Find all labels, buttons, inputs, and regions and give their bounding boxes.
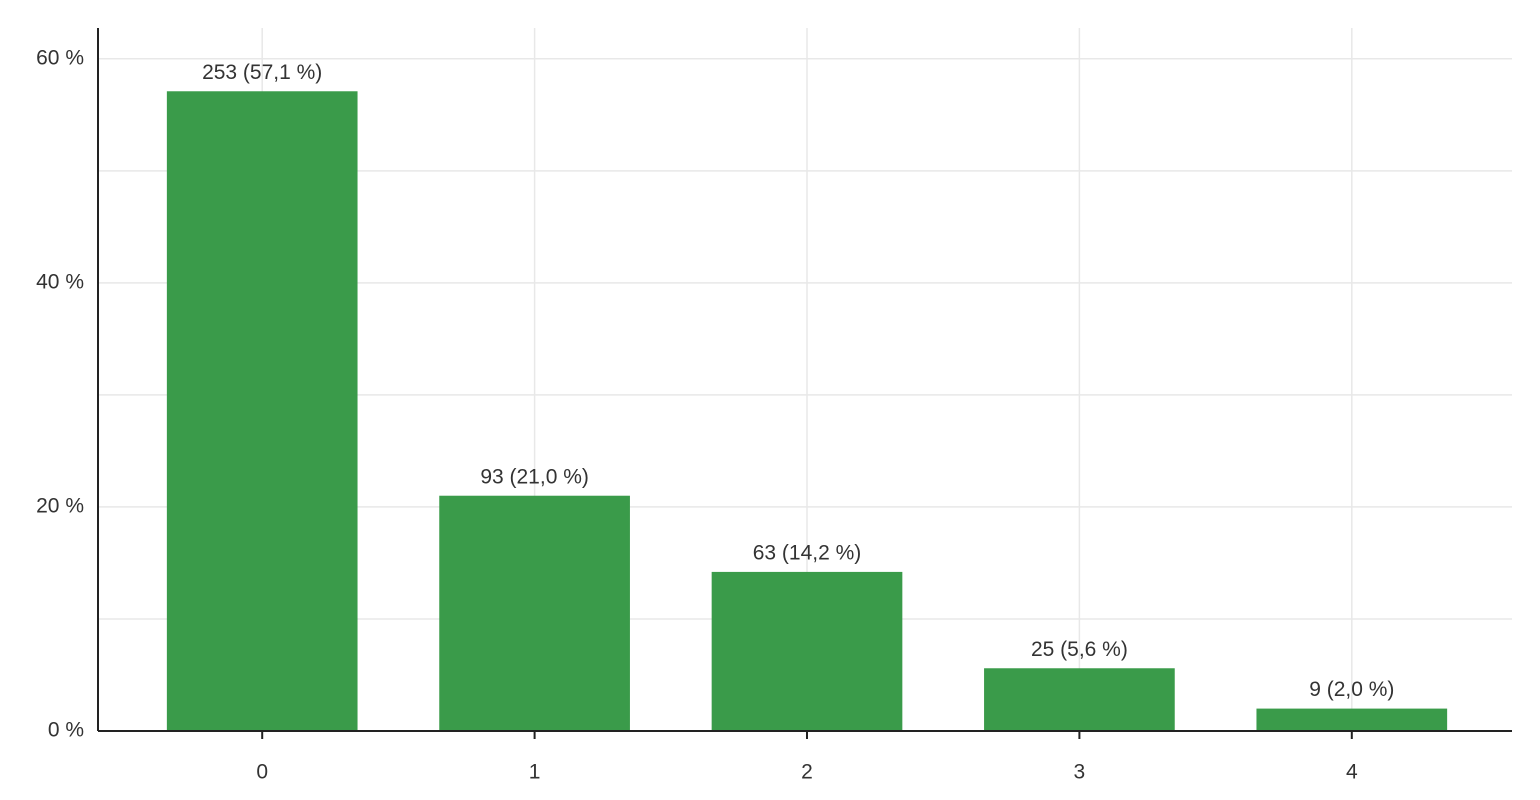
y-tick-label: 20 % — [36, 494, 84, 517]
x-tick-label: 0 — [256, 761, 268, 784]
bar — [439, 495, 630, 731]
x-tick-label: 2 — [801, 761, 813, 784]
x-tick-label: 4 — [1346, 761, 1358, 784]
y-tick-label: 60 % — [36, 46, 84, 69]
x-tick-label: 3 — [1074, 761, 1086, 784]
x-tick-label: 1 — [529, 761, 541, 784]
value-label: 25 (5,6 %) — [1031, 638, 1128, 661]
value-label: 253 (57,1 %) — [202, 61, 322, 84]
bar — [984, 668, 1175, 731]
y-tick-label: 0 % — [48, 719, 84, 742]
value-label: 9 (2,0 %) — [1309, 678, 1394, 701]
bar — [711, 571, 903, 731]
bar — [1256, 708, 1448, 731]
bar — [166, 91, 358, 732]
value-label: 63 (14,2 %) — [753, 541, 862, 564]
y-tick-label: 40 % — [36, 270, 84, 293]
value-label: 93 (21,0 %) — [480, 465, 589, 488]
